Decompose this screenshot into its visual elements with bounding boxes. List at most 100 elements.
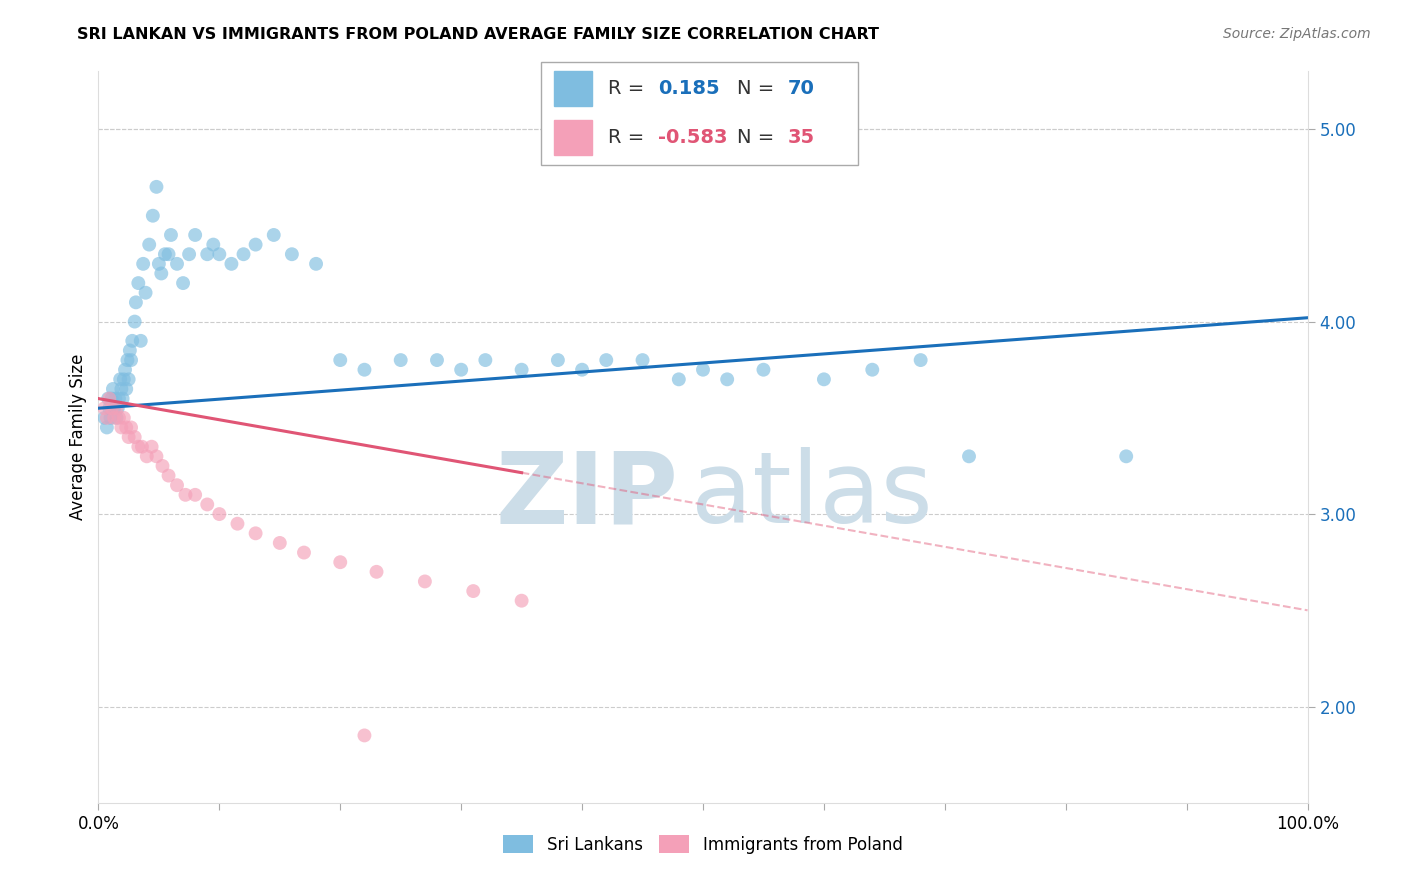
- Point: [860, 362, 883, 376]
- Point: [148, 257, 170, 271]
- Point: [226, 516, 249, 531]
- Point: [103, 401, 125, 416]
- Point: [141, 440, 163, 454]
- Point: [100, 392, 122, 406]
- Point: [145, 179, 167, 194]
- Point: [93, 401, 115, 416]
- Point: [135, 450, 157, 464]
- Text: R =: R =: [607, 128, 650, 147]
- Point: [120, 420, 142, 434]
- Point: [105, 410, 128, 425]
- Point: [292, 545, 315, 559]
- Point: [112, 372, 135, 386]
- Point: [135, 285, 157, 300]
- Point: [153, 247, 176, 261]
- Point: [668, 372, 690, 386]
- Point: [195, 247, 218, 261]
- Text: -0.583: -0.583: [658, 128, 728, 147]
- Point: [366, 565, 388, 579]
- Point: [115, 420, 138, 434]
- Point: [184, 488, 207, 502]
- Text: 0.185: 0.185: [658, 78, 720, 97]
- Point: [389, 353, 412, 368]
- Legend: Sri Lankans, Immigrants from Poland: Sri Lankans, Immigrants from Poland: [496, 829, 910, 860]
- Point: [221, 257, 243, 271]
- Point: [752, 362, 775, 376]
- Text: N =: N =: [738, 78, 780, 97]
- Point: [510, 362, 533, 376]
- Point: [152, 458, 174, 473]
- Point: [813, 372, 835, 386]
- Point: [115, 382, 138, 396]
- Point: [129, 334, 152, 348]
- Point: [474, 353, 496, 368]
- Point: [132, 257, 155, 271]
- Point: [108, 410, 131, 425]
- Point: [103, 410, 125, 425]
- Point: [98, 392, 121, 406]
- Text: atlas: atlas: [690, 447, 932, 544]
- Point: [172, 276, 194, 290]
- Point: [118, 372, 141, 386]
- Point: [1115, 450, 1137, 464]
- Point: [426, 353, 449, 368]
- Text: ZIP: ZIP: [496, 447, 679, 544]
- Point: [112, 410, 135, 425]
- Bar: [554, 70, 592, 105]
- Point: [118, 430, 141, 444]
- Bar: [554, 120, 592, 155]
- Text: Source: ZipAtlas.com: Source: ZipAtlas.com: [1223, 27, 1371, 41]
- Point: [121, 334, 143, 348]
- Text: 70: 70: [787, 78, 815, 97]
- Y-axis label: Average Family Size: Average Family Size: [69, 354, 87, 520]
- Point: [145, 450, 167, 464]
- Text: 35: 35: [787, 128, 815, 147]
- FancyBboxPatch shape: [541, 62, 858, 165]
- Point: [98, 401, 121, 416]
- Point: [269, 536, 291, 550]
- Point: [101, 382, 124, 396]
- Point: [957, 450, 980, 464]
- Point: [184, 227, 207, 242]
- Point: [263, 227, 285, 242]
- Point: [100, 401, 122, 416]
- Point: [166, 478, 188, 492]
- Point: [910, 353, 932, 368]
- Text: R =: R =: [607, 78, 650, 97]
- Point: [93, 410, 115, 425]
- Point: [510, 593, 533, 607]
- Point: [450, 362, 472, 376]
- Point: [179, 247, 201, 261]
- Point: [124, 430, 146, 444]
- Point: [305, 257, 328, 271]
- Point: [120, 353, 142, 368]
- Point: [157, 247, 180, 261]
- Point: [127, 276, 149, 290]
- Point: [118, 343, 141, 358]
- Point: [105, 401, 128, 416]
- Point: [174, 488, 197, 502]
- Point: [329, 555, 352, 569]
- Point: [232, 247, 254, 261]
- Point: [463, 584, 485, 599]
- Point: [166, 257, 188, 271]
- Point: [547, 353, 569, 368]
- Point: [595, 353, 617, 368]
- Point: [692, 362, 714, 376]
- Point: [195, 498, 218, 512]
- Text: SRI LANKAN VS IMMIGRANTS FROM POLAND AVERAGE FAMILY SIZE CORRELATION CHART: SRI LANKAN VS IMMIGRANTS FROM POLAND AVE…: [77, 27, 879, 42]
- Point: [125, 295, 148, 310]
- Point: [716, 372, 738, 386]
- Point: [202, 237, 225, 252]
- Point: [108, 372, 131, 386]
- Point: [117, 353, 139, 368]
- Point: [160, 227, 183, 242]
- Point: [353, 728, 375, 742]
- Point: [138, 237, 160, 252]
- Point: [114, 362, 136, 376]
- Point: [97, 392, 120, 406]
- Point: [110, 382, 132, 396]
- Point: [111, 392, 134, 406]
- Point: [208, 247, 231, 261]
- Point: [131, 440, 153, 454]
